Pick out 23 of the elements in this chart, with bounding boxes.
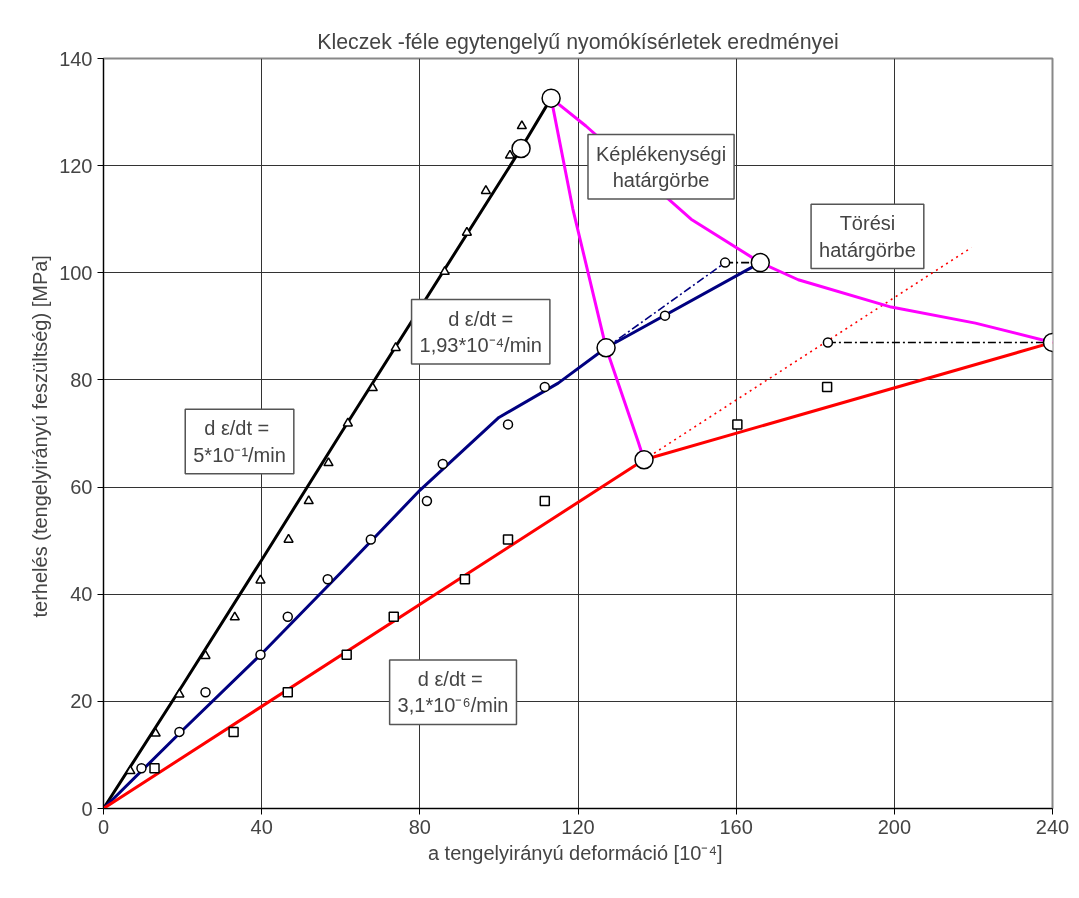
annotation: Képlékenységi határgörbe [595,142,727,191]
y-tick-label: 0 [81,797,93,820]
x-tick-label: 120 [561,815,595,838]
y-tick-label: 100 [59,261,93,284]
x-tick-label: 40 [250,815,273,838]
x-axis-title: a tengelyirányú deformáció [10⁻⁴] [427,841,723,864]
x-tick-label: 80 [408,815,431,838]
chart-title: Kleczek -féle egytengelyű nyomókísérletek eredményei [317,29,839,54]
y-tick-label: 40 [70,583,93,606]
annotation: d ε/dt = 3,1*10⁻⁶/min [397,668,509,717]
annotation: d ε/dt = 1,93*10⁻⁴/min [419,307,542,356]
x-tick-label: 0 [97,815,110,838]
y-tick-label: 20 [70,690,93,713]
y-tick-label: 60 [70,476,93,499]
y-tick-label: 80 [70,368,93,391]
annotation: Törési határgörbe [819,212,916,261]
x-tick-label: 200 [877,815,912,838]
y-axis-title: terhelés (tengelyirányú feszültség) [MPa] [29,255,52,618]
y-tick-label: 140 [59,47,93,70]
annotation: d ε/dt = 5*10⁻¹/min [193,417,286,466]
x-tick-label: 160 [719,815,753,838]
y-tick-label: 120 [59,154,93,177]
x-tick-label: 240 [1035,815,1070,838]
